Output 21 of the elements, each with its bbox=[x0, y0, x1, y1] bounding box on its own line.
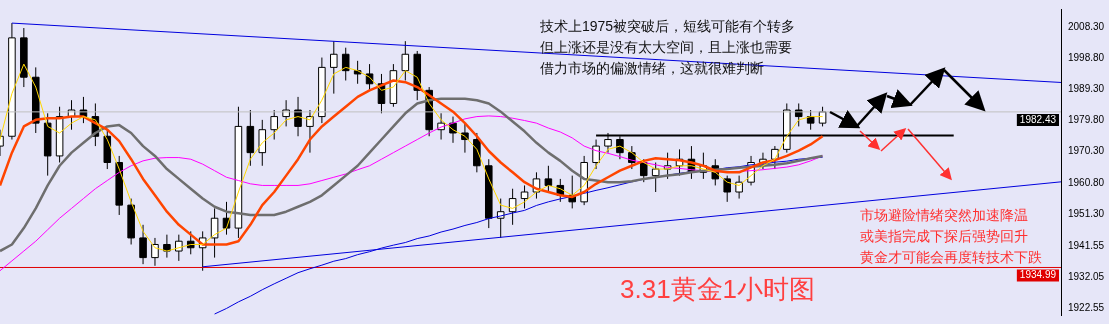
y-tick-label: 1941.55 bbox=[1068, 239, 1105, 251]
y-tick-label: 1922.55 bbox=[1068, 302, 1105, 314]
y-tick-label: 1932.05 bbox=[1068, 270, 1105, 282]
ref-line-label: 1934.99 bbox=[1019, 269, 1057, 281]
annotation: 市场避险情绪突然加速降温 bbox=[860, 206, 1029, 225]
annotation: 但上涨还是没有太大空间，且上涨也需要 bbox=[540, 38, 793, 57]
y-tick-label: 1998.80 bbox=[1068, 51, 1105, 63]
y-tick-label: 1970.30 bbox=[1068, 145, 1105, 157]
y-tick-label: 1979.80 bbox=[1068, 114, 1105, 126]
text: 3.31黄金1小时图 bbox=[620, 273, 816, 306]
y-tick-label: 1989.30 bbox=[1068, 83, 1105, 95]
annotation: 黄金才可能会再度转技术下跌 bbox=[860, 248, 1042, 267]
ref-line-label: 1982.43 bbox=[1019, 113, 1057, 125]
candlestick bbox=[628, 145, 636, 170]
annotation: 技术上1975被突破后，短线可能有个转多 bbox=[540, 17, 796, 36]
y-tick-label: 1960.80 bbox=[1068, 176, 1105, 188]
y-tick-label: 1951.30 bbox=[1068, 207, 1105, 219]
candlestick bbox=[163, 234, 171, 259]
candlestick bbox=[306, 109, 314, 154]
y-tick-label: 2008.30 bbox=[1068, 20, 1105, 32]
annotation: 或美指完成下探后强势回升 bbox=[860, 227, 1029, 246]
